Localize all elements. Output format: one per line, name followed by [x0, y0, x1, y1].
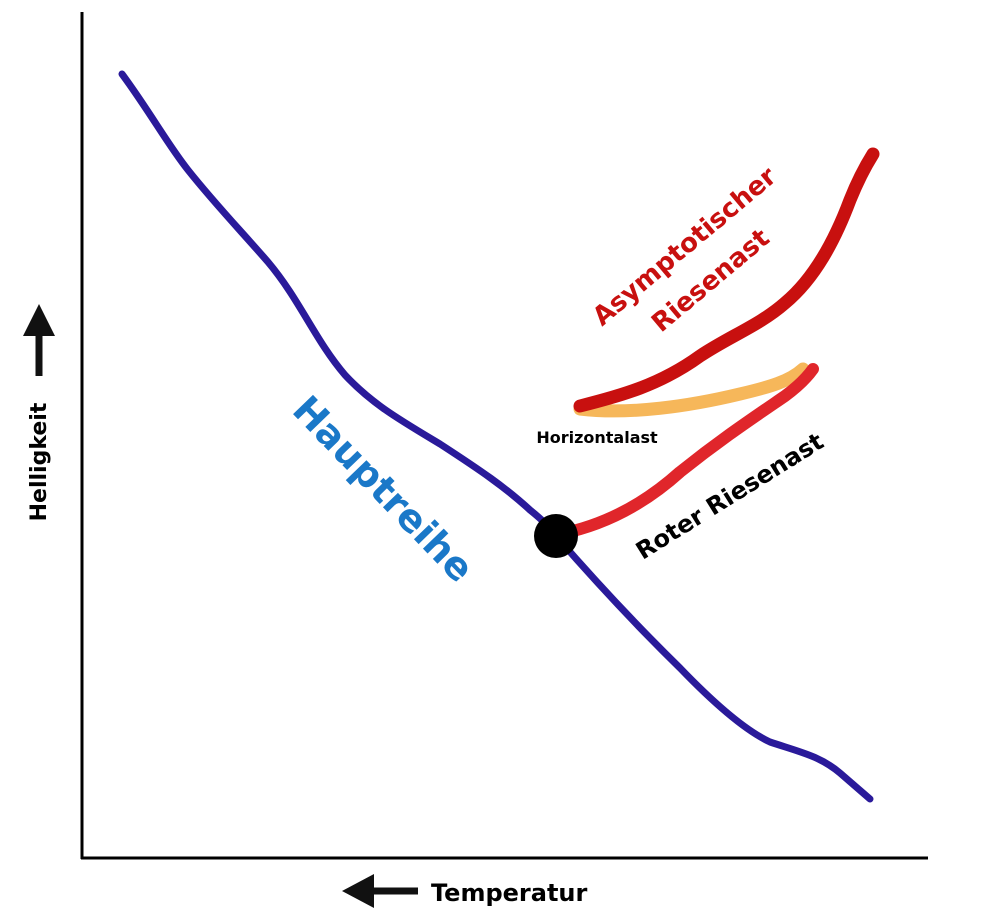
red-giant-branch-curve — [554, 363, 819, 540]
x-axis-label: Temperatur — [431, 879, 588, 907]
main-sequence-curve — [118, 70, 874, 803]
y-axis-label: Helligkeit — [27, 402, 52, 521]
arrow-up-icon — [23, 304, 55, 376]
main-sequence-label: Hauptreihe — [284, 387, 483, 590]
arrow-left-icon — [342, 874, 418, 908]
red-giant-branch-label: Roter Riesenast — [631, 427, 829, 565]
horizontal-branch-curve — [573, 362, 810, 418]
horizontal-branch-label: Horizontalast — [536, 428, 658, 447]
turnoff-point — [534, 514, 578, 558]
asymptotic-giant-branch-curve — [573, 147, 880, 413]
